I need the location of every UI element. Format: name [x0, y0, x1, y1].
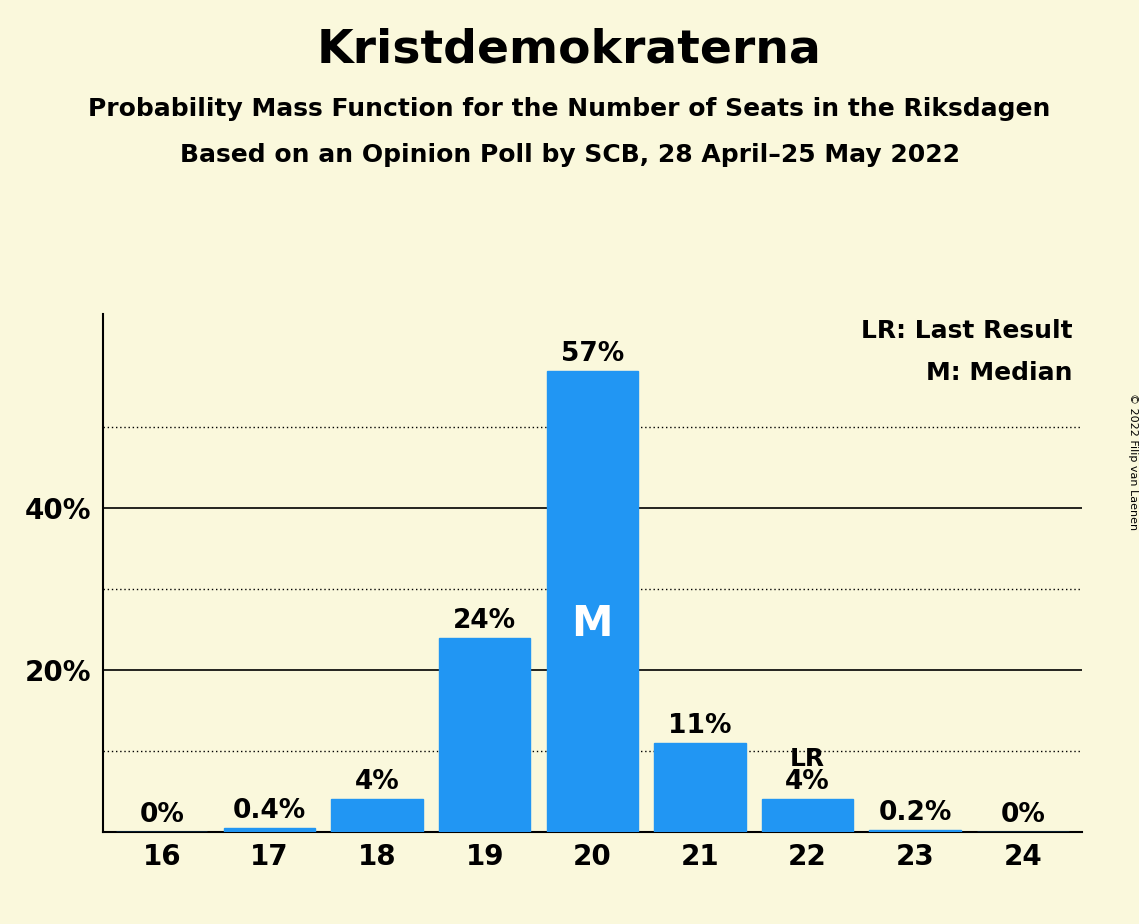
Text: 24%: 24% [453, 607, 516, 634]
Text: 11%: 11% [669, 712, 731, 738]
Bar [223, 828, 316, 832]
Bar [439, 638, 531, 832]
Text: 0%: 0% [1000, 801, 1046, 828]
Text: Based on an Opinion Poll by SCB, 28 April–25 May 2022: Based on an Opinion Poll by SCB, 28 Apri… [180, 143, 959, 167]
Text: Probability Mass Function for the Number of Seats in the Riksdagen: Probability Mass Function for the Number… [89, 97, 1050, 121]
Text: LR: Last Result: LR: Last Result [861, 320, 1072, 344]
Text: 0.2%: 0.2% [878, 800, 952, 826]
Text: M: M [572, 603, 613, 645]
Bar [869, 830, 961, 832]
Text: LR: LR [790, 747, 825, 771]
Bar [547, 371, 638, 832]
Text: M: Median: M: Median [926, 360, 1072, 384]
Text: © 2022 Filip van Laenen: © 2022 Filip van Laenen [1129, 394, 1138, 530]
Text: 57%: 57% [560, 341, 624, 367]
Bar [654, 743, 746, 832]
Text: 4%: 4% [354, 769, 400, 796]
Text: Kristdemokraterna: Kristdemokraterna [317, 28, 822, 73]
Text: 0%: 0% [139, 801, 185, 828]
Text: 4%: 4% [785, 769, 830, 796]
Bar [762, 799, 853, 832]
Bar [331, 799, 423, 832]
Text: 0.4%: 0.4% [232, 798, 306, 824]
